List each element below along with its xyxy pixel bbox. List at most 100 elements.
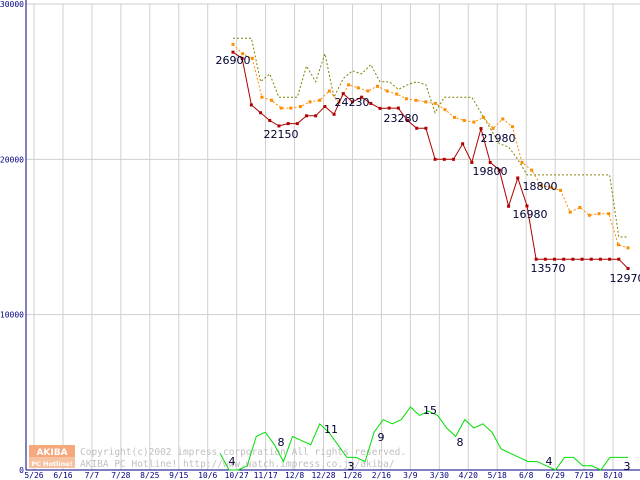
data-point-avg xyxy=(549,185,553,189)
data-point-avg xyxy=(260,95,264,99)
min-price-label: 13570 xyxy=(531,262,566,275)
data-point-avg xyxy=(347,83,351,87)
data-point-min xyxy=(332,112,336,116)
count-label: 3 xyxy=(348,460,355,473)
x-tick-label: 7/7 xyxy=(85,471,100,480)
data-point-min xyxy=(461,142,465,146)
data-point-min xyxy=(240,56,244,60)
data-point-min xyxy=(387,106,391,110)
series-line-count xyxy=(219,406,628,471)
data-point-min xyxy=(470,160,474,164)
data-point-avg xyxy=(491,126,495,130)
x-tick-label: 4/20 xyxy=(459,471,478,480)
data-point-min xyxy=(543,257,547,261)
data-point-avg xyxy=(376,84,380,88)
x-tick-label: 2/16 xyxy=(372,471,391,480)
data-point-min xyxy=(286,122,290,126)
series-count xyxy=(219,406,628,471)
data-point-avg xyxy=(626,246,630,250)
url-text: AKIBA PC Hotline! http://www.watch.impre… xyxy=(80,459,395,470)
x-tick-label: 12/28 xyxy=(311,471,335,480)
count-label: 9 xyxy=(378,431,385,444)
data-point-min xyxy=(424,126,428,130)
data-point-avg xyxy=(597,212,601,216)
series-line-avg xyxy=(232,44,629,249)
min-price-label: 16980 xyxy=(513,208,548,221)
data-point-min xyxy=(304,114,308,118)
data-point-avg xyxy=(404,97,408,101)
y-tick-label: 0 xyxy=(19,466,24,475)
min-price-label: 21980 xyxy=(481,132,516,145)
count-label: 15 xyxy=(423,404,437,417)
data-point-avg xyxy=(298,105,302,109)
data-point-min xyxy=(626,267,630,271)
data-point-min xyxy=(442,157,446,161)
data-point-min xyxy=(249,103,253,107)
data-point-min xyxy=(479,127,483,131)
data-point-min xyxy=(415,126,419,130)
y-tick-label: 10000 xyxy=(0,311,24,320)
y-tick-label: 20000 xyxy=(0,155,24,164)
watermark: AKIBA PC Hotline! Copyright(c)2002 impress… xyxy=(29,445,406,470)
data-point-avg xyxy=(520,160,524,164)
series-line-max xyxy=(233,37,628,238)
data-point-avg xyxy=(279,106,283,110)
data-point-avg xyxy=(241,52,245,56)
data-point-min xyxy=(571,257,575,261)
data-point-min xyxy=(314,114,318,118)
data-point-avg xyxy=(462,119,466,122)
count-label: 11 xyxy=(324,423,338,436)
x-tick-label: 11/17 xyxy=(254,471,278,480)
data-point-avg xyxy=(366,89,370,93)
data-point-avg xyxy=(308,100,312,104)
data-point-min xyxy=(323,105,327,109)
data-point-avg xyxy=(443,108,447,112)
x-tick-label: 3/30 xyxy=(430,471,449,480)
data-point-min xyxy=(378,106,382,110)
count-label: 8 xyxy=(457,436,464,449)
data-point-min xyxy=(268,119,272,122)
data-point-min xyxy=(433,157,437,161)
count-label: 8 xyxy=(278,436,285,449)
min-price-label: 18800 xyxy=(523,180,558,193)
x-tick-label: 10/27 xyxy=(225,471,249,480)
x-tick-label: 8/10 xyxy=(603,471,622,480)
data-point-avg xyxy=(270,98,274,102)
x-tick-label: 5/18 xyxy=(488,471,507,480)
count-label: 4 xyxy=(546,455,553,468)
data-point-avg xyxy=(424,100,428,104)
logo-box-top xyxy=(29,445,75,457)
data-point-min xyxy=(534,257,538,261)
x-tick-label: 7/19 xyxy=(574,471,593,480)
x-tick-label: 9/15 xyxy=(169,471,188,480)
x-tick-label: 7/28 xyxy=(111,471,130,480)
x-tick-label: 10/6 xyxy=(198,471,217,480)
data-point-avg xyxy=(472,120,476,124)
data-point-min xyxy=(396,106,400,110)
min-price-label: 22150 xyxy=(264,128,299,141)
data-point-min xyxy=(259,111,263,115)
data-point-min xyxy=(617,257,621,261)
data-point-avg xyxy=(250,56,254,60)
logo-top-text: AKIBA xyxy=(36,448,67,458)
data-point-min xyxy=(562,257,566,261)
data-point-avg xyxy=(539,184,543,188)
series-line-min xyxy=(232,51,629,269)
data-point-min xyxy=(525,204,529,208)
data-point-min xyxy=(507,204,511,208)
x-tick-label: 6/29 xyxy=(546,471,565,480)
x-tick-label: 1/26 xyxy=(343,471,362,480)
data-point-avg xyxy=(385,89,389,93)
data-point-avg xyxy=(587,213,591,217)
min-price-label: 26900 xyxy=(216,54,251,67)
data-point-min xyxy=(295,122,299,126)
data-point-min xyxy=(598,257,602,261)
data-point-avg xyxy=(481,115,485,119)
data-point-avg xyxy=(433,101,437,105)
min-price-label: 12970 xyxy=(610,272,640,285)
count-labels: 4 8 11 3 9 15 8 4 3 xyxy=(229,404,631,473)
data-point-avg xyxy=(510,125,514,129)
data-point-avg xyxy=(289,106,293,110)
data-point-min xyxy=(488,160,492,164)
